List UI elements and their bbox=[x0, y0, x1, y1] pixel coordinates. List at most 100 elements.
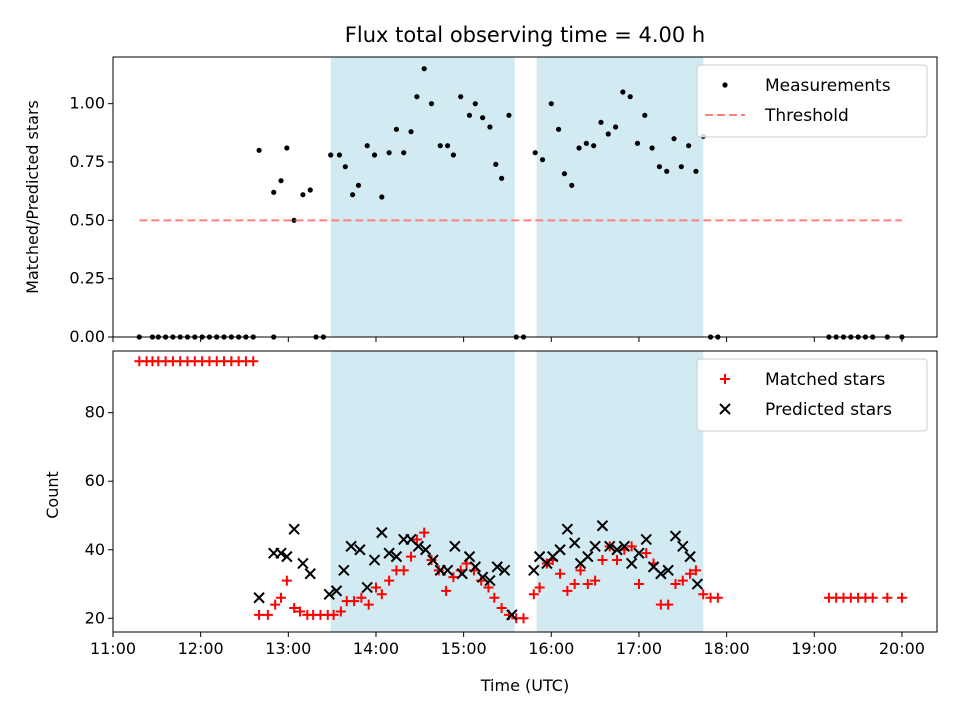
data-point bbox=[618, 540, 631, 553]
data-point bbox=[307, 187, 313, 193]
data-point bbox=[555, 568, 566, 579]
data-point bbox=[253, 592, 265, 604]
data-point bbox=[662, 564, 674, 577]
data-point bbox=[349, 596, 360, 607]
x-tick-label: 20:00 bbox=[879, 639, 925, 658]
data-point bbox=[561, 523, 574, 535]
data-point bbox=[493, 161, 499, 167]
data-point bbox=[328, 609, 339, 620]
data-point bbox=[428, 101, 435, 107]
data-point bbox=[419, 527, 430, 538]
y-tick-label: 0.75 bbox=[69, 152, 105, 171]
data-point bbox=[642, 112, 648, 118]
data-point bbox=[483, 582, 494, 593]
data-point bbox=[386, 150, 392, 156]
data-point bbox=[354, 544, 366, 556]
data-point bbox=[376, 526, 388, 539]
data-point bbox=[576, 145, 582, 151]
data-point bbox=[867, 592, 878, 603]
shaded-interval bbox=[330, 351, 515, 632]
data-point bbox=[656, 164, 663, 170]
data-point bbox=[663, 599, 674, 610]
data-point bbox=[355, 182, 362, 188]
data-point bbox=[640, 533, 652, 546]
data-point bbox=[677, 540, 689, 553]
data-point bbox=[498, 564, 511, 577]
data-point bbox=[582, 579, 593, 590]
bottom-y-axis-label: Count bbox=[43, 471, 62, 519]
legend-matched-swatch bbox=[720, 374, 730, 384]
data-point bbox=[476, 571, 489, 583]
y-tick-label: 0.00 bbox=[69, 327, 105, 346]
data-point bbox=[568, 537, 581, 549]
data-point bbox=[450, 152, 457, 158]
data-point bbox=[633, 547, 645, 559]
data-point bbox=[506, 609, 518, 621]
data-point bbox=[291, 217, 297, 223]
data-point bbox=[345, 540, 357, 553]
data-point bbox=[627, 94, 633, 100]
data-point bbox=[480, 115, 486, 121]
data-point bbox=[427, 554, 439, 566]
data-point bbox=[528, 589, 539, 600]
data-point bbox=[441, 585, 452, 596]
data-point bbox=[590, 575, 601, 586]
x-tick-label: 16:00 bbox=[528, 639, 574, 658]
data-point bbox=[437, 143, 443, 149]
y-tick-label: 60 bbox=[85, 471, 105, 490]
data-point bbox=[288, 523, 300, 535]
data-point bbox=[444, 143, 451, 149]
data-point bbox=[569, 579, 580, 590]
data-point bbox=[335, 606, 346, 617]
top-panel: 0.00 0.25 0.50 0.75 1.00 Measurements Threshol… bbox=[69, 56, 938, 346]
data-point bbox=[284, 145, 290, 151]
data-point bbox=[712, 592, 723, 603]
data-point bbox=[625, 557, 638, 570]
data-point bbox=[398, 565, 409, 576]
data-point bbox=[561, 171, 568, 177]
data-point bbox=[472, 101, 478, 107]
data-point bbox=[620, 89, 626, 95]
plot-frame bbox=[112, 56, 938, 338]
data-point bbox=[448, 572, 459, 583]
data-point bbox=[276, 592, 287, 603]
data-point bbox=[342, 164, 348, 170]
data-point bbox=[363, 599, 374, 610]
data-point bbox=[506, 112, 512, 118]
data-point bbox=[685, 568, 696, 579]
data-point bbox=[583, 140, 589, 146]
data-point bbox=[368, 554, 381, 566]
data-point bbox=[384, 575, 395, 586]
data-point bbox=[330, 585, 343, 597]
x-tick-label: 14:00 bbox=[353, 639, 399, 658]
top-y-axis-label: Matched/Predicted stars bbox=[23, 100, 42, 294]
y-tick-label: 20 bbox=[85, 608, 105, 627]
legend-measurements-swatch bbox=[722, 82, 728, 88]
data-point bbox=[281, 575, 292, 586]
shaded-interval bbox=[330, 57, 515, 337]
data-point bbox=[281, 550, 293, 563]
data-point bbox=[634, 140, 641, 146]
shaded-interval bbox=[536, 351, 704, 632]
chart-title: Flux total observing time = 4.00 h bbox=[345, 23, 705, 47]
y-tick-label: 80 bbox=[85, 403, 105, 422]
data-point bbox=[469, 561, 482, 573]
data-point bbox=[376, 589, 387, 600]
data-point bbox=[364, 143, 370, 149]
data-point bbox=[328, 152, 334, 158]
data-point bbox=[304, 568, 316, 580]
data-point bbox=[379, 194, 385, 200]
data-point bbox=[393, 126, 400, 132]
data-point bbox=[548, 101, 554, 107]
data-point bbox=[690, 565, 701, 576]
x-tick-label: 15:00 bbox=[441, 639, 487, 658]
series-measurements bbox=[136, 66, 905, 340]
shaded-interval bbox=[536, 57, 704, 337]
y-tick-label: 0.25 bbox=[69, 269, 105, 288]
data-point bbox=[350, 192, 356, 198]
data-point bbox=[649, 145, 655, 151]
data-point bbox=[336, 152, 343, 158]
data-point bbox=[582, 550, 594, 563]
x-tick-label: 19:00 bbox=[791, 639, 837, 658]
data-point bbox=[295, 606, 306, 617]
